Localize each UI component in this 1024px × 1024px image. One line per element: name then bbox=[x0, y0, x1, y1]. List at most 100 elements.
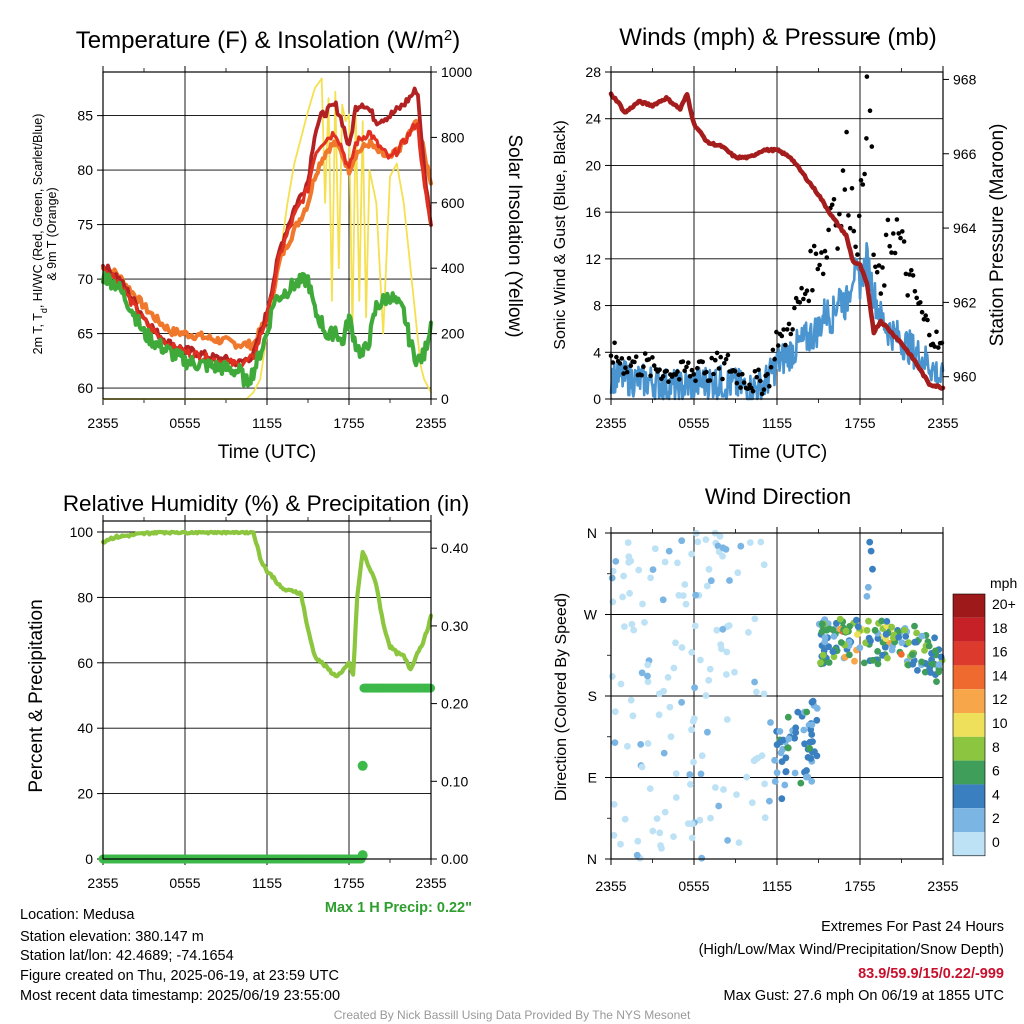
direction-point bbox=[688, 834, 696, 842]
pressure-y-tick-label: 962 bbox=[953, 294, 977, 310]
direction-point bbox=[715, 802, 723, 810]
gust-point bbox=[925, 317, 930, 323]
dewpoint-line bbox=[100, 271, 434, 388]
direction-point bbox=[707, 577, 715, 585]
gust-point bbox=[793, 295, 799, 301]
direction-point bbox=[818, 628, 826, 636]
direction-point bbox=[874, 648, 881, 655]
gust-point bbox=[750, 388, 756, 394]
legend-swatch bbox=[953, 736, 985, 761]
direction-point bbox=[611, 739, 619, 746]
direction-point bbox=[698, 752, 706, 760]
direction-point bbox=[911, 638, 919, 646]
direction-point bbox=[761, 814, 769, 822]
direction-point bbox=[734, 569, 742, 577]
temperature-x-tick-label: 2355 bbox=[87, 415, 118, 431]
winds-x-tick-label: 0555 bbox=[678, 415, 709, 431]
direction-point bbox=[625, 558, 633, 566]
direction-point bbox=[637, 741, 645, 748]
legend-title: mph bbox=[990, 575, 1017, 591]
legend-label: 18 bbox=[992, 620, 1008, 636]
direction-x-tick-label: 1755 bbox=[844, 878, 875, 894]
direction-point bbox=[800, 726, 808, 734]
direction-point bbox=[630, 626, 638, 634]
gust-point bbox=[891, 231, 896, 236]
gust-point bbox=[632, 359, 637, 365]
direction-point bbox=[766, 797, 773, 805]
direction-point bbox=[883, 618, 891, 625]
gust-point bbox=[741, 380, 747, 385]
gust-point bbox=[626, 355, 632, 361]
direction-point bbox=[888, 623, 896, 631]
winds-plot-frame bbox=[610, 71, 944, 400]
direction-point bbox=[803, 708, 811, 716]
gust-point bbox=[693, 378, 698, 384]
direction-point bbox=[678, 537, 686, 545]
direction-point bbox=[644, 678, 652, 686]
gust-point bbox=[824, 255, 830, 260]
direction-point bbox=[751, 678, 758, 686]
direction-y-tick-label: N bbox=[587, 851, 597, 867]
direction-point bbox=[935, 668, 943, 676]
legend-label: 6 bbox=[992, 763, 1000, 779]
direction-point bbox=[888, 646, 896, 654]
humidity-y-tick-label: 100 bbox=[70, 524, 94, 540]
gust-point bbox=[687, 374, 693, 379]
gust-point bbox=[772, 356, 777, 362]
direction-point bbox=[723, 716, 731, 723]
direction-point bbox=[935, 661, 943, 668]
gust-point bbox=[713, 357, 718, 363]
direction-point bbox=[687, 781, 694, 788]
gust-point bbox=[675, 369, 680, 374]
direction-point bbox=[836, 615, 844, 623]
gust-point bbox=[921, 317, 927, 322]
direction-point bbox=[724, 837, 731, 844]
gust-point bbox=[758, 378, 763, 384]
direction-point bbox=[692, 591, 700, 599]
direction-point bbox=[869, 565, 876, 573]
credit-text: Created By Nick Bassill Using Data Provi… bbox=[333, 1008, 691, 1022]
gust-point bbox=[660, 374, 666, 379]
direction-point bbox=[792, 724, 800, 732]
direction-point bbox=[911, 622, 918, 630]
gust-point bbox=[918, 300, 923, 305]
direction-point bbox=[921, 668, 929, 676]
direction-point bbox=[672, 639, 679, 647]
gust-point bbox=[903, 271, 909, 277]
gust-point bbox=[905, 293, 910, 298]
direction-point bbox=[644, 672, 651, 680]
direction-point bbox=[638, 669, 646, 677]
max-gust-text: Max Gust: 27.6 mph On 06/19 at 1855 UTC bbox=[723, 988, 1004, 1004]
gust-point bbox=[822, 248, 828, 254]
winds-x-tick-label: 1155 bbox=[762, 415, 792, 431]
temperature-x-axis-label: Time (UTC) bbox=[218, 442, 317, 463]
gust-point bbox=[621, 371, 626, 376]
gust-point bbox=[936, 345, 941, 350]
winds-y-tick-label: 28 bbox=[585, 64, 601, 80]
precip-point bbox=[357, 850, 368, 861]
gust-point bbox=[882, 283, 887, 288]
insolation-y-tick-label: 600 bbox=[441, 195, 465, 211]
station-elevation: Station elevation: 380.147 m bbox=[20, 929, 204, 945]
direction-point bbox=[837, 639, 845, 646]
direction-point bbox=[869, 656, 877, 664]
gust-point bbox=[700, 359, 705, 365]
direction-point bbox=[621, 623, 628, 630]
humidity-y-tick-label: 0 bbox=[85, 851, 93, 867]
direction-point bbox=[659, 596, 667, 604]
precip-y-tick-label: 0.30 bbox=[441, 618, 468, 634]
direction-point bbox=[733, 791, 740, 798]
direction-point bbox=[909, 651, 916, 658]
direction-point bbox=[633, 851, 641, 859]
insolation-y-tick-label: 1000 bbox=[441, 64, 472, 80]
gust-point bbox=[858, 178, 864, 183]
gust-point bbox=[709, 355, 714, 361]
max-precip-label: Max 1 H Precip: 0.22" bbox=[325, 900, 472, 916]
direction-point bbox=[748, 799, 756, 807]
direction-point bbox=[819, 651, 827, 659]
direction-point bbox=[702, 692, 710, 699]
direction-point bbox=[825, 643, 832, 651]
direction-point bbox=[784, 744, 792, 752]
gust-point bbox=[862, 171, 867, 177]
gust-point bbox=[851, 228, 857, 234]
